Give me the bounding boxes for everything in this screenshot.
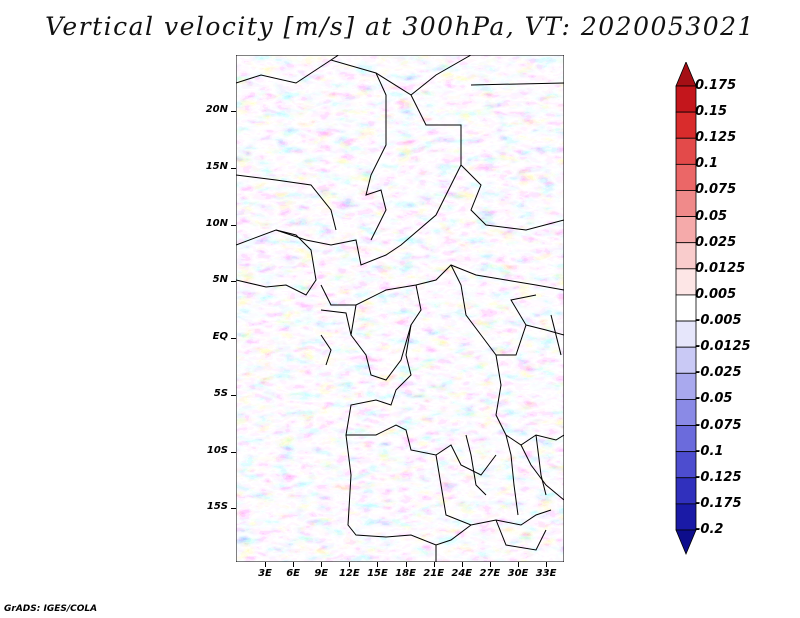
colorbar-segment xyxy=(675,503,697,531)
colorbar-segment xyxy=(675,111,697,139)
lon-tick-mark xyxy=(293,562,295,567)
lat-tick-mark xyxy=(231,111,236,112)
lat-tick-label: 10N xyxy=(205,217,228,229)
lat-tick-mark xyxy=(231,224,236,226)
colorbar-tick-label: 0.005 xyxy=(695,286,737,302)
colorbar-top-arrow xyxy=(675,62,697,87)
colorbar-tick-label: -0.175 xyxy=(695,495,742,511)
colorbar-segment xyxy=(675,294,697,322)
chart-title: Vertical velocity [m/s] at 300hPa, VT: 2… xyxy=(45,12,755,41)
colorbar-segment xyxy=(675,216,697,244)
colorbar-tick-label: 0.025 xyxy=(695,234,737,250)
colorbar-segment xyxy=(675,425,697,453)
lon-tick-mark xyxy=(489,562,491,567)
colorbar-segment xyxy=(675,268,697,296)
colorbar-segment xyxy=(675,85,697,113)
colorbar-tick-label: 0.175 xyxy=(695,78,737,93)
lon-tick-label: 30E xyxy=(507,568,529,579)
colorbar-segment xyxy=(675,372,697,400)
lon-tick-mark xyxy=(265,562,266,567)
colorbar-tick-label: -0.025 xyxy=(695,365,742,381)
lon-tick-mark xyxy=(461,562,463,567)
colorbar-tick-label: 0.05 xyxy=(695,208,728,224)
lat-tick-mark xyxy=(231,338,236,339)
colorbar-tick-label: -0.075 xyxy=(695,417,742,433)
colorbar-tick-label: -0.125 xyxy=(695,469,742,485)
lon-tick-mark xyxy=(433,562,435,567)
lon-tick-label: 15E xyxy=(367,568,388,579)
colorbar-segment xyxy=(675,346,697,374)
colorbar-tick-label: -0.0125 xyxy=(695,339,751,355)
colorbar-tick-label: -0.2 xyxy=(695,522,724,537)
lon-tick-label: 33E xyxy=(535,568,557,579)
colorbar-tick-label: 0.075 xyxy=(695,182,737,198)
lat-tick-mark xyxy=(231,508,236,510)
colorbar-tick-label: 0.125 xyxy=(695,130,737,146)
lon-tick-mark xyxy=(349,562,351,567)
lon-tick-label: 6E xyxy=(286,568,300,579)
lon-tick-mark xyxy=(517,562,519,567)
colorbar-segment xyxy=(675,242,697,270)
lat-tick-label: 5N xyxy=(212,274,228,286)
colorbar-segment xyxy=(675,399,697,426)
lat-tick-label: 15S xyxy=(206,501,228,513)
lat-tick-label: EQ xyxy=(212,331,228,342)
colorbar-segment xyxy=(675,477,697,505)
lon-tick-label: 24E xyxy=(451,568,473,579)
velocity-map xyxy=(236,55,564,562)
colorbar-tick-label: 0.0125 xyxy=(695,260,746,276)
colorbar-tick-label: -0.1 xyxy=(695,443,724,459)
lat-tick-mark xyxy=(231,394,236,396)
lon-tick-label: 3E xyxy=(258,568,272,579)
colorbar-bottom-arrow xyxy=(675,529,697,556)
lat-tick-mark xyxy=(231,281,236,283)
lon-tick-label: 12E xyxy=(338,568,360,579)
colorbar-tick-label: -0.005 xyxy=(695,313,742,329)
colorbar-segment xyxy=(675,137,697,165)
colorbar-tick-label: 0.1 xyxy=(695,156,719,172)
lon-tick-label: 9E xyxy=(314,568,329,579)
colorbar-tick-label: 0.15 xyxy=(695,104,728,120)
colorbar-segment xyxy=(675,320,697,348)
lat-tick-label: 10S xyxy=(206,444,228,456)
lat-tick-label: 5S xyxy=(213,387,228,399)
lon-tick-mark xyxy=(546,562,548,567)
lat-tick-label: 15N xyxy=(205,160,228,172)
map-plot-area xyxy=(236,55,564,562)
grads-credit: GrADS: IGES/COLA xyxy=(4,604,98,614)
colorbar xyxy=(675,62,697,556)
vertical-velocity-field xyxy=(236,55,564,562)
lat-tick-label: 20N xyxy=(205,104,228,115)
colorbar-segment xyxy=(675,190,697,217)
lon-tick-label: 27E xyxy=(479,568,501,579)
lon-tick-mark xyxy=(377,562,379,567)
lon-tick-mark xyxy=(321,562,323,567)
lat-tick-mark xyxy=(231,167,236,169)
country-boundaries xyxy=(236,55,564,562)
colorbar-segment xyxy=(675,451,697,479)
lon-tick-mark xyxy=(405,562,407,567)
colorbar-segment xyxy=(675,163,697,191)
lon-tick-label: 18E xyxy=(395,568,416,579)
lon-tick-label: 21E xyxy=(423,568,445,579)
colorbar-tick-label: -0.05 xyxy=(695,391,733,407)
lat-tick-mark xyxy=(231,451,236,453)
